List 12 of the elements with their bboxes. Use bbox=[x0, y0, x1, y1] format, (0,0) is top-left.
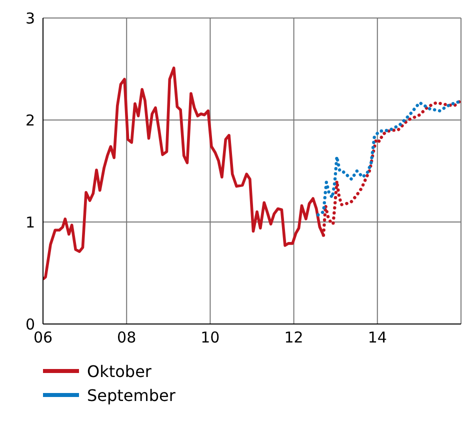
x-tick-label: 08 bbox=[117, 328, 136, 347]
y-tick-label: 0 bbox=[25, 315, 35, 334]
line-series bbox=[316, 100, 461, 216]
y-tick-label: 3 bbox=[25, 9, 35, 28]
y-tick-label: 1 bbox=[25, 213, 35, 232]
x-tick-label: 10 bbox=[200, 328, 220, 347]
x-tick-label: 12 bbox=[284, 328, 304, 347]
legend-label: September bbox=[87, 386, 176, 404]
x-tick-label: 06 bbox=[33, 328, 53, 347]
legend-label: Oktober bbox=[87, 362, 152, 380]
y-tick-label: 2 bbox=[25, 111, 35, 130]
x-tick-label: 14 bbox=[368, 328, 387, 347]
